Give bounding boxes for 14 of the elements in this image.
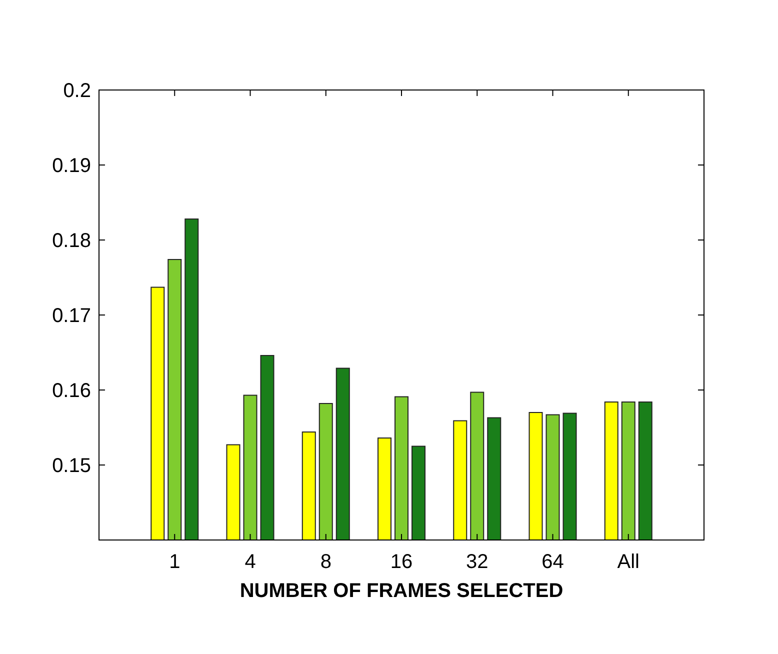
y-tick-label: 0.16	[52, 380, 91, 402]
x-tick-label: 1	[169, 551, 180, 573]
y-tick-label: 0.18	[52, 230, 91, 252]
x-tick-label: 32	[466, 551, 488, 573]
x-tick-label: 8	[320, 551, 332, 573]
x-tick-label: All	[617, 551, 640, 573]
y-tick-label: 0.19	[52, 155, 91, 177]
x-tick-label: 16	[390, 551, 413, 573]
y-tick-label: 0.15	[52, 455, 91, 477]
y-tick-label: 0.17	[52, 305, 91, 327]
x-axis-title: NUMBER OF FRAMES SELECTED	[240, 580, 564, 602]
x-tick-label: 4	[244, 551, 256, 573]
y-tick-label: 0.2	[63, 80, 91, 102]
x-tick-label: 64	[542, 551, 564, 573]
